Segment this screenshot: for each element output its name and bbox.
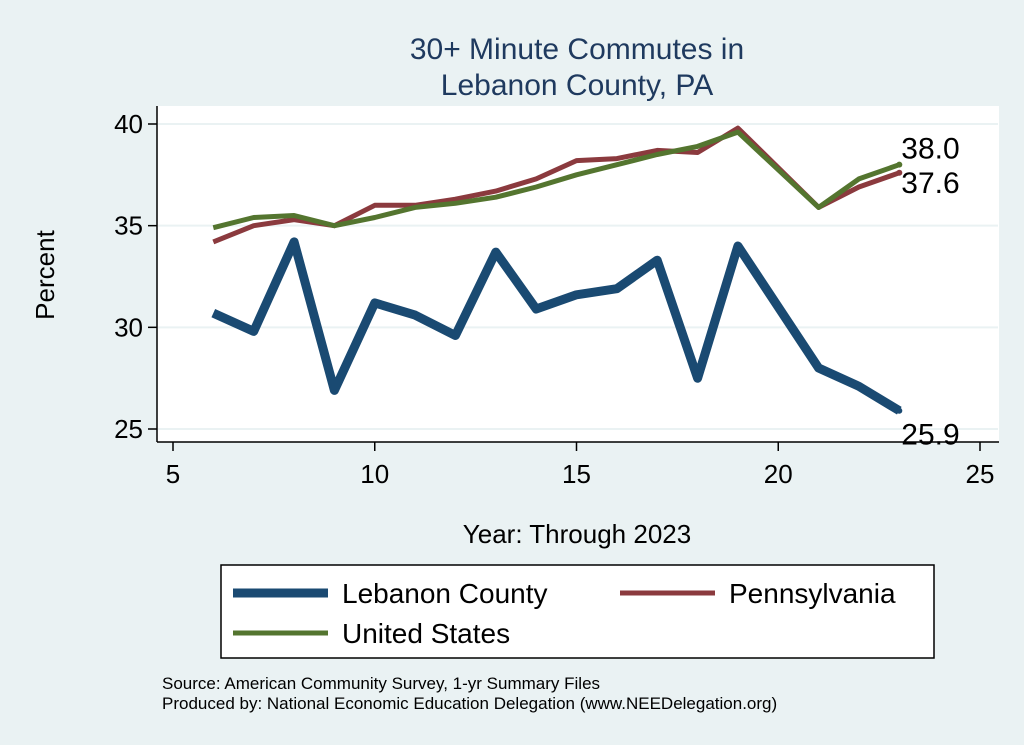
chart-title-line-1: 30+ Minute Commutes in	[410, 33, 744, 66]
axes: 25 30 35 40 5 10 15 20 25	[114, 106, 999, 489]
end-point-lebanon-county	[896, 407, 903, 414]
end-point-united-states	[896, 161, 903, 168]
chart-title-line-2: Lebanon County, PA	[441, 69, 713, 102]
source-note: Source: American Community Survey, 1-yr …	[162, 674, 600, 693]
end-labels: 25.9 37.638.0	[896, 133, 960, 452]
legend-box	[220, 564, 935, 659]
producer-note: Produced by: National Economic Education…	[162, 694, 777, 713]
series-line-lebanon-county	[211, 237, 902, 415]
series-layer	[211, 125, 902, 415]
x-axis-label: Year: Through 2023	[463, 519, 691, 549]
y-tick-label: 35	[114, 211, 143, 241]
end-label-united-states: 38.0	[901, 133, 959, 166]
y-tick-label: 25	[114, 414, 143, 444]
grid	[158, 123, 998, 430]
legend-label-united-states: United States	[342, 618, 510, 649]
legend: Lebanon County Pennsylvania United State…	[220, 564, 935, 659]
x-tick-label: 15	[562, 459, 591, 489]
y-axis-label: Percent	[30, 229, 60, 319]
series-line-united-states	[212, 129, 901, 231]
x-tick-label: 20	[764, 459, 793, 489]
end-point-pennsylvania	[896, 169, 903, 176]
x-tick-label: 10	[360, 459, 389, 489]
y-tick-label: 30	[114, 312, 143, 342]
end-label-pennsylvania: 37.6	[901, 167, 959, 200]
legend-label-lebanon-county: Lebanon County	[342, 578, 548, 609]
y-tick-label: 40	[114, 109, 143, 139]
x-tick-label: 25	[966, 459, 995, 489]
legend-label-pennsylvania: Pennsylvania	[729, 578, 896, 609]
end-label-lebanon-county: 25.9	[901, 419, 959, 452]
x-tick-label: 5	[166, 459, 180, 489]
